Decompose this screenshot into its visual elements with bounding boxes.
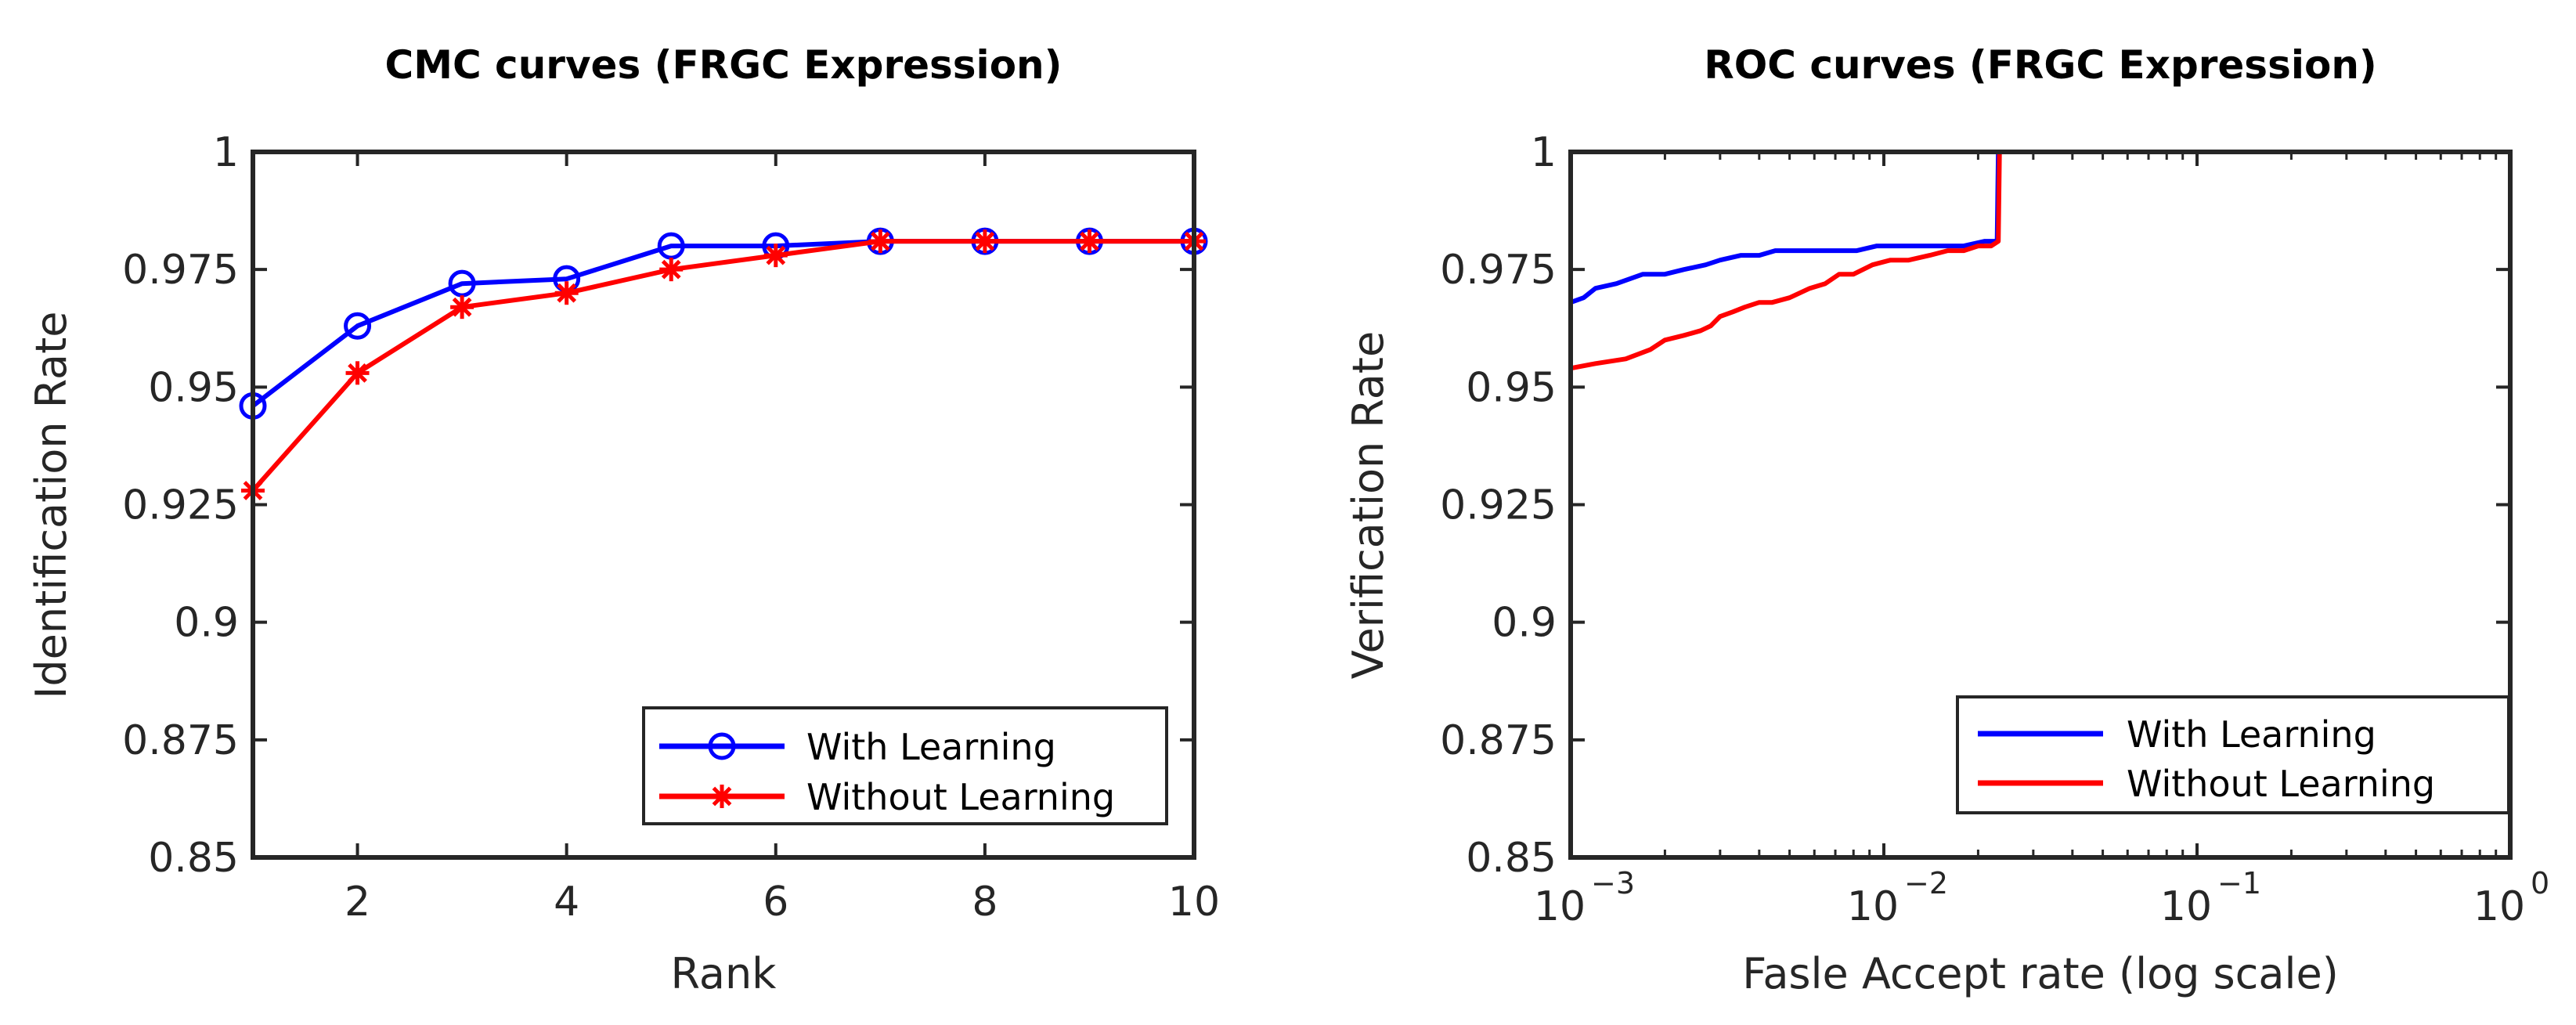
cmc-x-tick-label: 2 [345,879,370,926]
roc-chart-title: ROC curves (FRGC Expression) [1704,42,2377,88]
cmc-y-tick-label: 0.975 [122,247,239,294]
roc-x-tick-label: 10 [2473,883,2525,930]
cmc-y-tick-label: 1 [213,129,239,176]
cmc-point-without-learning [450,295,474,319]
roc-y-tick-label: 0.9 [1492,600,1557,647]
roc-y-tick-label: 0.975 [1440,247,1557,294]
roc-y-axis-label: Verification Rate [1344,331,1393,679]
cmc-series-line-without-learning [253,239,1194,493]
roc-x-tick-label: 10 [1534,883,1586,930]
roc-axes-frame [1568,150,2513,860]
cmc-y-tick-label: 0.95 [148,364,239,411]
roc-x-axis-label: Fasle Accept rate (log scale) [1742,949,2339,998]
cmc-point-without-learning [763,244,788,268]
cmc-legend-label-without-learning: Without Learning [806,776,1115,818]
cmc-point-without-learning [345,361,370,385]
roc-x-tick-label: 10 [1847,883,1899,930]
roc-y-tick-label: 0.95 [1466,364,1557,411]
cmc-y-tick-label: 0.875 [122,717,239,764]
cmc-y-tick-label: 0.925 [122,482,239,529]
cmc-point-with-learning [448,269,476,298]
cmc-x-tick-label: 4 [554,879,579,926]
cmc-x-tick-label: 6 [763,879,788,926]
roc-x-tick-exponent: −1 [2217,866,2261,900]
cmc-legend: With Learning Without Learning [642,706,1168,825]
cmc-point-without-learning [972,229,997,254]
cmc-x-tick-label: 8 [972,879,998,926]
cmc-point-without-learning [659,258,684,282]
roc-y-tick-label: 1 [1531,129,1557,176]
roc-legend-box [1956,695,2510,814]
cmc-point-with-learning [657,232,685,260]
roc-x-tick-label: 10 [2160,883,2212,930]
cmc-y-tick-label: 0.9 [174,600,239,647]
cmc-point-with-learning [344,312,372,340]
roc-legend-label-without-learning: Without Learning [2127,763,2435,805]
roc-x-tick-exponent: 0 [2531,866,2549,900]
cmc-legend-box [642,706,1168,825]
cmc-x-axis-label: Rank [671,949,777,998]
cmc-legend-label-with-learning: With Learning [806,726,1056,768]
roc-y-tick-label: 0.925 [1440,482,1557,529]
cmc-point-without-learning [868,229,893,254]
roc-x-tick-exponent: −2 [1904,866,1948,900]
cmc-legend-marker-with-learning [708,732,736,760]
roc-x-tick-exponent: −3 [1591,866,1635,900]
cmc-y-tick-label: 0.85 [148,835,239,882]
cmc-axes-frame [251,150,1196,860]
cmc-x-tick-label: 10 [1168,879,1220,926]
cmc-point-without-learning [1077,229,1102,254]
roc-legend: With Learning Without Learning [1956,695,2510,814]
cmc-point-without-learning [554,281,579,305]
roc-chart-panel: ROC curves (FRGC Expression) 0.85 0.875 0.… [1344,42,2549,998]
roc-y-tick-label: 0.85 [1466,835,1557,882]
cmc-chart-title: CMC curves (FRGC Expression) [385,42,1063,88]
cmc-legend-asterisk-glyph [710,785,734,808]
roc-legend-label-with-learning: With Learning [2127,713,2376,756]
cmc-y-axis-label: Identification Rate [27,311,76,698]
cmc-legend-marker-without-learning [710,785,734,808]
cmc-chart-panel: CMC curves (FRGC Expression) 0.85 0.875 0.… [27,42,1220,998]
roc-y-tick-label: 0.875 [1440,717,1557,764]
